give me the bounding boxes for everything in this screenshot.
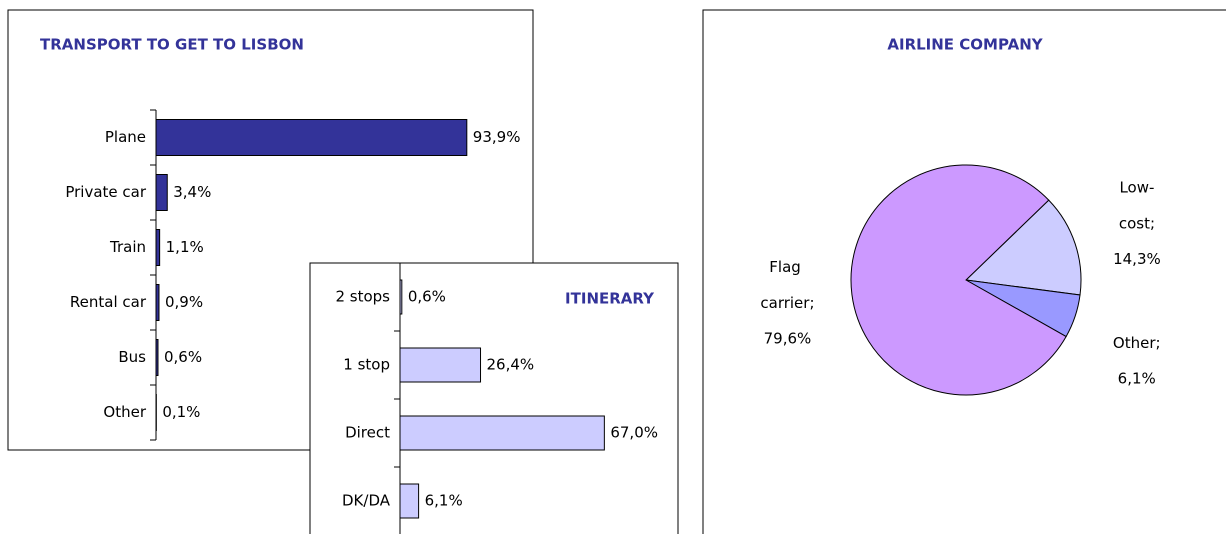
bar-chart: ITINERARY 2 stops 0,6% 1 stop 26,4% Direct 67,… (309, 262, 679, 534)
bar (399, 483, 420, 519)
category-label: Private car (65, 183, 147, 201)
slice-category-label: Flag carrier (760, 257, 810, 311)
bar (155, 229, 161, 266)
category-label: Direct (345, 424, 390, 442)
pie-slice (850, 164, 1067, 396)
value-label: 0,6% (164, 348, 202, 366)
bar (155, 174, 168, 211)
value-label: 0,9% (165, 293, 203, 311)
label-separator: ; (1150, 214, 1155, 232)
chart-title: ITINERARY (565, 290, 655, 308)
label-line: carrier (760, 293, 810, 311)
bar-chart: TRANSPORT TO GET TO LISBON Plane 93,9% Priv… (7, 9, 534, 451)
category-label: Rental car (70, 293, 147, 311)
category-label: DK/DA (342, 492, 391, 510)
slice-category-label: Other (1113, 333, 1156, 351)
value-label: 6,1% (425, 492, 463, 510)
value-label: 0,6% (408, 288, 446, 306)
bar (399, 415, 605, 451)
label-separator: ; (1156, 333, 1161, 351)
slice-category-label: Low-cost (1119, 178, 1155, 232)
value-label: 93,9% (473, 128, 521, 146)
bar (399, 347, 482, 383)
label-line: Flag (769, 257, 805, 275)
label-line: Other (1113, 333, 1156, 351)
value-label: 26,4% (487, 356, 535, 374)
category-label: Other (103, 403, 146, 421)
value-label: 0,1% (162, 403, 200, 421)
label-separator: ; (809, 293, 814, 311)
slice-value-label: 79,6% (764, 329, 812, 347)
bar (155, 284, 160, 321)
value-label: 1,1% (166, 238, 204, 256)
chart-title: TRANSPORT TO GET TO LISBON (40, 36, 304, 54)
category-label: Bus (118, 348, 146, 366)
value-label: 3,4% (173, 183, 211, 201)
label-line: Low- (1119, 178, 1154, 196)
category-label: 2 stops (335, 288, 390, 306)
bar (155, 119, 468, 156)
label-line: cost (1119, 214, 1150, 232)
slice-value-label: 14,3% (1113, 250, 1161, 268)
bar (155, 339, 159, 376)
pie-slice (964, 199, 1082, 296)
category-label: Train (109, 238, 146, 256)
category-label: Plane (105, 128, 146, 146)
category-label: 1 stop (343, 356, 390, 374)
bar (399, 279, 403, 315)
chart-title: AIRLINE COMPANY (887, 36, 1043, 54)
chart-frame (309, 262, 679, 534)
slice-value-label: 6,1% (1118, 369, 1156, 387)
value-label: 67,0% (610, 424, 658, 442)
